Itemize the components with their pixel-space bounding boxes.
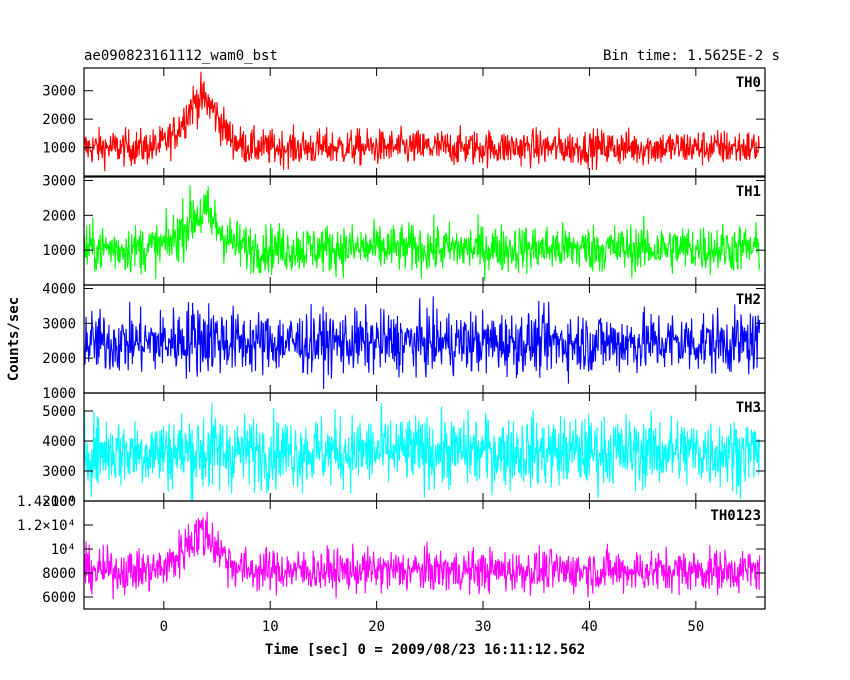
y-tick-label: 2000 (42, 112, 76, 128)
x-tick-label: 20 (368, 619, 385, 635)
series-th0-line (84, 71, 761, 172)
panel-frame (83, 67, 766, 177)
y-tick-label: 1.2×10⁴ (17, 518, 76, 534)
panel-label: TH0123 (710, 508, 761, 524)
series-th1-line (84, 185, 761, 281)
y-tick-label: 1.4×10⁴ (17, 494, 76, 510)
y-tick-label: 2000 (42, 494, 76, 510)
x-tick-label: 40 (581, 619, 598, 635)
y-tick-label: 1000 (42, 386, 76, 402)
x-tick-label: 0 (160, 619, 168, 635)
series-th3-line (84, 403, 761, 501)
y-tick-label: 3000 (42, 316, 76, 332)
series-th2-line (84, 296, 761, 390)
bin-time-label: Bin time: 1.5625E-2 s (603, 48, 780, 64)
y-tick-label: 4000 (42, 281, 76, 297)
panels-layer: 1000 2000 3000 TH0 1000 2000 3000 TH1 1000 2000 30… (17, 67, 766, 635)
panel-th0123: 6000 8000 10⁴ 1.2×10⁴ 1.4×10⁴ 0 10 20 30 40 50 TH01… (17, 494, 766, 635)
y-tick-label: 1000 (42, 141, 76, 157)
panel-label: TH3 (736, 400, 761, 416)
figure-title: ae090823161112_wam0_bst (84, 48, 278, 64)
panel-label: TH2 (736, 292, 761, 308)
y-tick-label: 5000 (42, 404, 76, 420)
y-tick-label: 10⁴ (51, 542, 76, 558)
y-tick-label: 1000 (42, 243, 76, 259)
y-tick-label: 6000 (42, 590, 76, 606)
y-tick-label: 3000 (42, 173, 76, 189)
y-tick-label: 8000 (42, 566, 76, 582)
y-tick-label: 4000 (42, 434, 76, 450)
panel-frame (83, 500, 766, 610)
panel-label: TH0 (736, 75, 761, 91)
panel-th2: 1000 2000 3000 4000 TH2 (42, 281, 766, 402)
y-tick-label: 3000 (42, 464, 76, 480)
x-tick-label: 10 (262, 619, 279, 635)
panel-th0: 1000 2000 3000 TH0 (42, 67, 766, 177)
x-axis-label: Time [sec] 0 = 2009/08/23 16:11:12.562 (265, 642, 585, 658)
panel-th1: 1000 2000 3000 TH1 (42, 173, 766, 286)
y-tick-label: 2000 (42, 208, 76, 224)
x-tick-label: 30 (475, 619, 492, 635)
series-th0123-line (84, 511, 761, 600)
x-tick-label: 50 (687, 619, 704, 635)
y-tick-label: 3000 (42, 84, 76, 100)
y-axis-label: Counts/sec (6, 297, 22, 381)
panel-th3: 2000 3000 4000 5000 TH3 (42, 392, 766, 510)
panel-label: TH1 (736, 184, 761, 200)
y-tick-label: 2000 (42, 351, 76, 367)
